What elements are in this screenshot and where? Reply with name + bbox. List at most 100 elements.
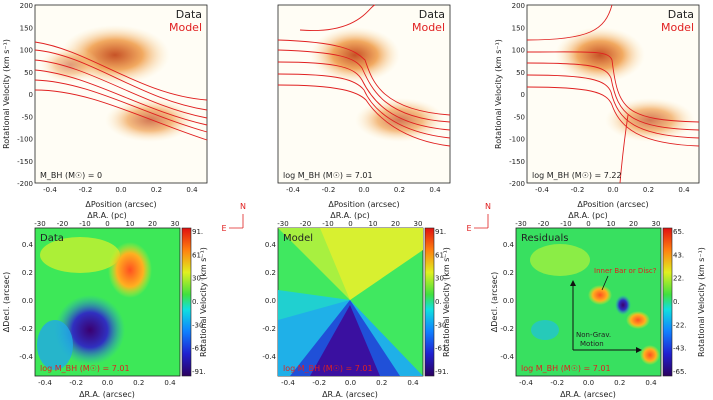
map-title: Data: [40, 233, 64, 244]
cbar-tick-label: -22.: [673, 321, 687, 329]
y-tick-label: -200: [509, 180, 525, 188]
top-tick-label: -20: [538, 220, 549, 228]
map-annotation: log M_BH (M☉) = 7.01: [283, 364, 373, 373]
y-tick-label: 150: [512, 24, 525, 32]
pv-panel-1: Data Model M_BH (M☉) = 0: [34, 4, 208, 184]
cbar-tick-label: -30.: [192, 321, 206, 329]
y-tick-label: 0.0: [265, 297, 276, 305]
x-tick-label: 0.2: [394, 186, 405, 194]
x-tick-label: -0.4: [281, 379, 295, 387]
x-tick-label: -0.2: [571, 186, 585, 194]
top-tick-label: 20: [629, 220, 638, 228]
colorbar: [424, 227, 435, 377]
y-tick-label: 0: [521, 91, 525, 99]
y-tick-label: 50: [516, 69, 525, 77]
y-tick-label: 0.0: [22, 297, 33, 305]
cbar-tick-label: -61.: [435, 345, 449, 353]
top-tick-label: 30: [414, 220, 423, 228]
x-tick-label: 0.0: [583, 379, 594, 387]
y-tick-label: -0.4: [500, 353, 514, 361]
map1-toplabel: ΔR.A. (pc): [87, 211, 126, 220]
y-tick-label: -100: [17, 136, 33, 144]
x-tick-label: 0.4: [186, 186, 198, 194]
pv-panel-2: Data Model log M_BH (M☉) = 7.01: [277, 4, 451, 184]
map3-ylabel: ΔDecl. (arcsec): [490, 272, 499, 332]
y-tick-label: 0.2: [22, 269, 33, 277]
x-tick-label: -0.2: [79, 186, 93, 194]
y-tick-label: -0.2: [262, 325, 276, 333]
y-tick-label: -50: [22, 113, 33, 121]
top-tick-label: 0: [105, 220, 109, 228]
x-tick-label: 0.2: [643, 186, 654, 194]
legend-model: Model: [169, 21, 202, 34]
note-nongrav: Non-Grav.: [576, 331, 611, 339]
compass-north: N: [485, 202, 491, 211]
x-tick-label: 0.0: [115, 186, 126, 194]
y-tick-label: 0.4: [22, 241, 34, 249]
cbar-tick-label: 0.: [435, 298, 442, 306]
compass-east: E: [221, 224, 226, 233]
x-tick-label: 0.2: [151, 186, 162, 194]
top-tick-label: 30: [652, 220, 661, 228]
cbar-tick-label: 91.: [435, 228, 446, 236]
cbar-tick-label: 61.: [435, 251, 446, 259]
legend-model: Model: [661, 21, 694, 34]
pv3-ylabel: Rotational Velocity (km s⁻¹): [494, 39, 503, 149]
top-tick-label: 10: [369, 220, 378, 228]
cbar-tick-label: -65.: [673, 368, 687, 376]
y-tick-label: -50: [514, 113, 525, 121]
top-tick-label: -10: [79, 220, 90, 228]
velocity-map-model: Model log M_BH (M☉) = 7.01: [277, 227, 435, 377]
y-tick-label: -0.2: [19, 325, 33, 333]
x-tick-label: 0.4: [407, 379, 419, 387]
x-tick-label: 0.0: [358, 186, 369, 194]
cbar2-label: Rotational Velocity (km s⁻¹): [442, 247, 451, 357]
y-tick-label: 200: [20, 2, 33, 10]
y-tick-label: -200: [17, 180, 33, 188]
cbar-tick-label: -61.: [192, 345, 206, 353]
cbar3-label: Rotational Velocity (km s⁻¹): [697, 247, 706, 357]
y-tick-label: 50: [24, 69, 33, 77]
note-inner-bar: Inner Bar or Disc?: [594, 267, 657, 275]
map-title: Model: [283, 233, 313, 244]
cbar-tick-label: 0.: [192, 298, 199, 306]
pv-panel-3: Data Model log M_BH (M☉) = 7.22: [526, 4, 700, 184]
top-tick-label: 0: [348, 220, 352, 228]
y-tick-label: -0.2: [500, 325, 514, 333]
x-tick-label: 0.4: [429, 186, 441, 194]
y-tick-label: 100: [512, 47, 525, 55]
map1-xlabel: ΔR.A. (arcsec): [79, 390, 135, 399]
pv2-xlabel: ΔPosition (arcsec): [328, 200, 399, 209]
cbar-tick-label: 65.: [673, 228, 684, 236]
colorbar: [181, 227, 192, 377]
velocity-map-data: Data log M_BH (M☉) = 7.01: [34, 227, 192, 377]
y-tick-label: 100: [20, 47, 33, 55]
x-tick-label: 0.0: [607, 186, 618, 194]
map-title: Residuals: [521, 233, 568, 244]
top-tick-label: -10: [560, 220, 571, 228]
x-tick-label: -0.4: [38, 379, 52, 387]
y-tick-label: 200: [512, 2, 525, 10]
map1-ylabel: ΔDecl. (arcsec): [2, 272, 11, 332]
y-tick-label: -100: [509, 136, 525, 144]
y-tick-label: -150: [17, 158, 33, 166]
cbar-tick-label: -91.: [192, 368, 206, 376]
y-tick-label: 0.2: [265, 269, 276, 277]
top-tick-label: -30: [34, 220, 45, 228]
x-tick-label: -0.4: [43, 186, 57, 194]
y-tick-label: 0.2: [503, 269, 514, 277]
y-tick-label: 0.0: [503, 297, 514, 305]
pv3-xlabel: ΔPosition (arcsec): [577, 200, 648, 209]
x-tick-label: 0.2: [133, 379, 144, 387]
top-tick-label: 0: [586, 220, 590, 228]
y-tick-label: -0.4: [19, 353, 33, 361]
map-annotation: log M_BH (M☉) = 7.01: [40, 364, 130, 373]
pv1-xlabel: ΔPosition (arcsec): [85, 200, 156, 209]
x-tick-label: 0.2: [614, 379, 625, 387]
x-tick-label: 0.4: [645, 379, 657, 387]
cbar-tick-label: 43.: [673, 251, 684, 259]
legend-data: Data: [419, 8, 445, 21]
map2-toplabel: ΔR.A. (pc): [330, 211, 369, 220]
compass-2: N E: [466, 202, 491, 233]
cbar-tick-label: 22.: [673, 275, 684, 283]
